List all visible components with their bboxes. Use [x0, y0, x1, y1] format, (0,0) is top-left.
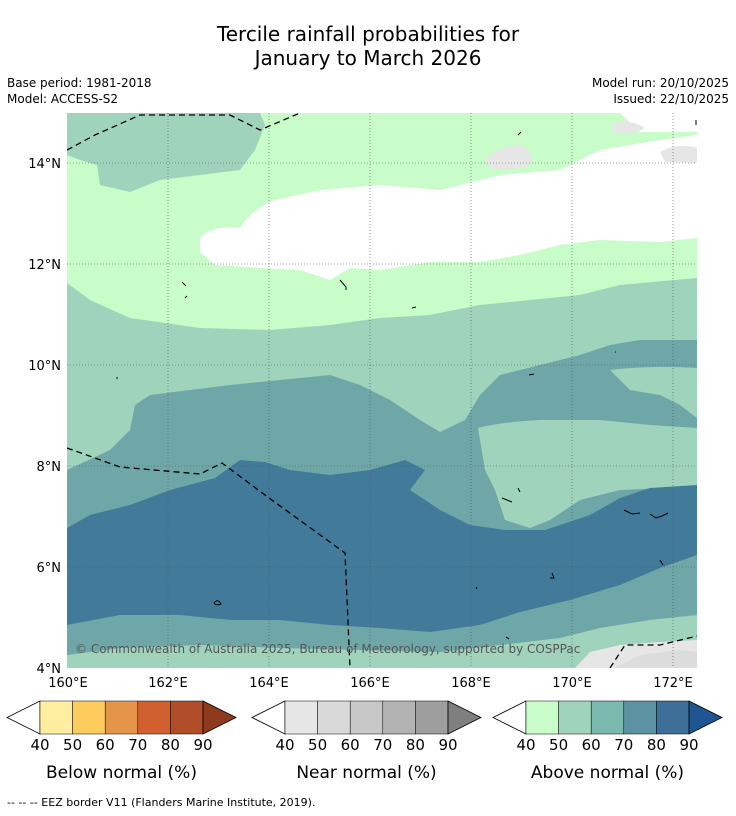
colorbar-tick-label: 80	[647, 736, 666, 754]
title-line-1: Tercile rainfall probabilities for	[216, 22, 520, 46]
colorbar-0: 40 50 60 70 80 90 Below normal (%)	[6, 700, 237, 783]
shade-above-50-lower	[67, 615, 697, 668]
colorbar-over-triangle	[202, 700, 237, 735]
lon-tick: 168°E	[451, 676, 491, 691]
lon-tick: 172°E	[653, 676, 693, 691]
colorbar-tick-label: 70	[373, 736, 392, 754]
lat-tick: 10°N	[28, 359, 61, 374]
gridlines	[67, 113, 697, 668]
lon-tick: 170°E	[552, 676, 592, 691]
lon-tick: 162°E	[148, 676, 188, 691]
colorbar-tick-label: 40	[516, 736, 535, 754]
colorbar-tick-label: 80	[406, 736, 425, 754]
shade-near-40	[485, 145, 532, 170]
colorbar-segment	[415, 700, 449, 735]
map-title: Tercile rainfall probabilities for Janua…	[0, 22, 736, 70]
shade-near-40-c	[660, 145, 697, 163]
colorbar-tick-label: 80	[161, 736, 180, 754]
lat-axis: 14°N 12°N 10°N 8°N 6°N 4°N	[28, 157, 61, 677]
lon-tick: 166°E	[350, 676, 390, 691]
colorbar-under-triangle	[6, 700, 41, 735]
colorbar-segment	[317, 700, 351, 735]
islands	[116, 120, 697, 640]
colorbar-segment	[137, 700, 171, 735]
colorbar-segment	[656, 700, 690, 735]
copyright-notice: © Commonwealth of Australia 2025, Bureau…	[75, 642, 580, 656]
colorbar-2: 40 50 60 70 80 90 Above normal (%)	[492, 700, 723, 783]
lon-tick: 164°E	[249, 676, 289, 691]
metadata-left: Base period: 1981-2018 Model: ACCESS-S2	[7, 75, 152, 107]
metadata-right: Model run: 20/10/2025 Issued: 22/10/2025	[592, 75, 729, 107]
lat-tick: 8°N	[37, 460, 62, 475]
colorbar-segment	[349, 700, 384, 735]
shade-above-50-pocket	[478, 420, 697, 528]
shade-neutral	[200, 135, 697, 280]
colorbar-tick-label: 90	[438, 736, 457, 754]
colorbar-tick-label: 90	[193, 736, 212, 754]
colorbar-legend: 40 50 60 70 80 90 Below normal (%) 40 50 60 70 80 90…	[6, 700, 723, 783]
colorbar-tick-label: 50	[308, 736, 327, 754]
lat-tick: 4°N	[37, 662, 62, 677]
colorbar-segment	[525, 700, 559, 735]
lon-tick: 160°E	[48, 676, 88, 691]
issued-date: Issued: 22/10/2025	[613, 92, 729, 106]
colorbar-over-triangle	[688, 700, 723, 735]
colorbar-tick-label: 50	[549, 736, 568, 754]
colorbar-tick-label: 60	[341, 736, 360, 754]
shade-above-50-pocket-2	[610, 366, 697, 418]
colorbar-over-triangle	[447, 700, 482, 735]
colorbar-tick-label: 70	[128, 736, 147, 754]
colorbar-tick-label: 40	[30, 736, 49, 754]
model-run: Model run: 20/10/2025	[591, 76, 729, 90]
eez-border	[67, 113, 697, 668]
base-period: Base period: 1981-2018	[7, 76, 152, 90]
colorbar-title: Below normal (%)	[46, 763, 197, 783]
shade-near-40-b	[610, 122, 645, 134]
map-area: © Commonwealth of Australia 2025, Bureau…	[67, 113, 697, 668]
colorbar-title: Near normal (%)	[296, 763, 436, 783]
model-name: Model: ACCESS-S2	[7, 92, 119, 106]
colorbar-segment	[284, 700, 318, 735]
colorbar-tick-label: 90	[679, 736, 698, 754]
colorbar-tick-label: 70	[614, 736, 633, 754]
colorbar-tick-label: 40	[275, 736, 294, 754]
colorbar-title: Above normal (%)	[531, 763, 684, 783]
colorbar-segment	[623, 700, 657, 735]
colorbar-tick-label: 60	[96, 736, 115, 754]
colorbar-segment	[170, 700, 204, 735]
shade-above-70	[67, 460, 697, 632]
colorbar-tick-label: 50	[63, 736, 82, 754]
colorbar-segment	[558, 700, 592, 735]
shade-near-50-e	[615, 650, 697, 668]
colorbar-under-triangle	[492, 700, 527, 735]
lat-tick: 12°N	[28, 258, 61, 273]
colorbar-segment	[590, 700, 625, 735]
colorbar-segment	[39, 700, 73, 735]
colorbar-tick-label: 60	[582, 736, 601, 754]
colorbar-segment	[382, 700, 416, 735]
lat-tick: 14°N	[28, 157, 61, 172]
colorbar-under-triangle	[251, 700, 286, 735]
colorbar-segment	[72, 700, 106, 735]
lat-tick: 6°N	[37, 561, 62, 576]
eez-footnote: -- -- -- EEZ border V11 (Flanders Marine…	[7, 796, 316, 809]
shade-above-50-top	[67, 113, 265, 192]
lon-axis: 160°E 162°E 164°E 166°E 168°E 170°E 172°…	[48, 676, 693, 691]
title-line-2: January to March 2026	[254, 46, 482, 70]
colorbar-segment	[104, 700, 139, 735]
